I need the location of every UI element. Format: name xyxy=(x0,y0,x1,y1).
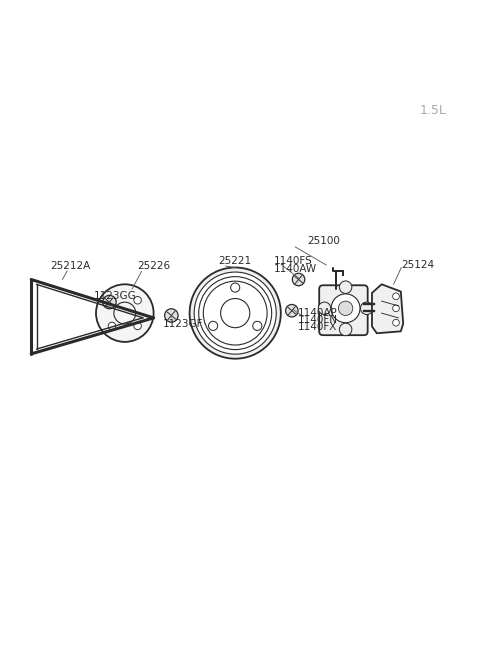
Circle shape xyxy=(230,283,240,292)
Text: 1123GG: 1123GG xyxy=(94,291,136,301)
Circle shape xyxy=(338,301,353,316)
FancyBboxPatch shape xyxy=(319,286,368,335)
Circle shape xyxy=(194,272,276,354)
Text: 1140AW: 1140AW xyxy=(274,264,317,274)
Text: 1140FS: 1140FS xyxy=(274,256,312,266)
Text: 1140FN: 1140FN xyxy=(298,315,337,325)
Circle shape xyxy=(339,281,352,293)
Circle shape xyxy=(134,322,142,329)
Text: 25100: 25100 xyxy=(307,236,340,246)
Text: 1.5L: 1.5L xyxy=(420,104,446,117)
Circle shape xyxy=(134,297,142,304)
Text: 25212A: 25212A xyxy=(50,261,91,271)
Circle shape xyxy=(108,297,116,304)
Circle shape xyxy=(393,305,399,312)
Circle shape xyxy=(339,323,352,335)
Text: 1140AP: 1140AP xyxy=(298,308,337,318)
Circle shape xyxy=(190,267,281,359)
Circle shape xyxy=(318,302,331,314)
Circle shape xyxy=(221,299,250,328)
Circle shape xyxy=(286,305,298,317)
Text: 25226: 25226 xyxy=(137,261,170,271)
Circle shape xyxy=(331,294,360,323)
Circle shape xyxy=(360,302,373,314)
Circle shape xyxy=(203,281,267,345)
Circle shape xyxy=(393,293,399,299)
Text: 25124: 25124 xyxy=(401,260,434,270)
Circle shape xyxy=(165,309,178,322)
Circle shape xyxy=(96,284,154,342)
Polygon shape xyxy=(372,284,403,333)
Circle shape xyxy=(199,276,272,350)
Circle shape xyxy=(393,320,399,326)
Circle shape xyxy=(108,322,116,329)
Text: 25221: 25221 xyxy=(218,256,252,266)
Circle shape xyxy=(208,322,217,330)
Circle shape xyxy=(103,295,116,309)
Text: 1140FX: 1140FX xyxy=(298,322,337,332)
Circle shape xyxy=(292,273,305,286)
Text: 1123GF: 1123GF xyxy=(163,319,204,329)
Circle shape xyxy=(253,322,262,330)
